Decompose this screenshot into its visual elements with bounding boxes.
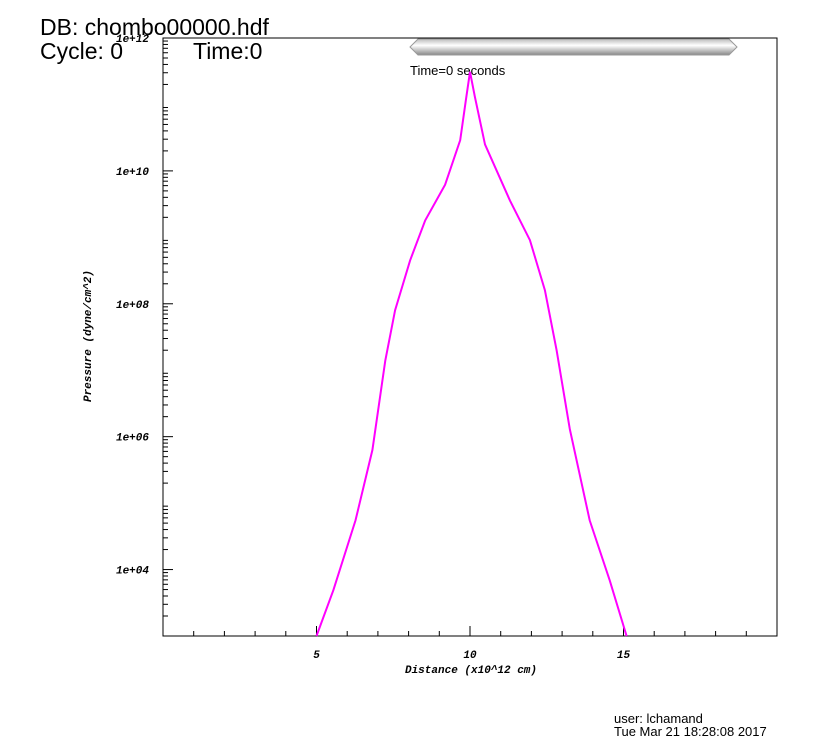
y-tick-label: 1e+10 (116, 167, 149, 179)
y-axis-label: Pressure (dyne/cm^2) (83, 270, 95, 402)
x-tick-label: 15 (617, 650, 631, 662)
y-tick-label: 1e+08 (116, 300, 149, 312)
user: user: lchamand (614, 711, 703, 726)
y-tick-label: 1e+12 (116, 34, 149, 46)
y-tick-label: 1e+06 (116, 433, 149, 445)
time-slider-label: Time=0 seconds (410, 63, 506, 78)
y-tick-label: 1e+04 (116, 566, 149, 578)
cycle: Cycle: 0 (40, 38, 123, 64)
x-tick-label: 5 (313, 650, 320, 662)
database-name: DB: chombo00000.hdf (40, 14, 269, 40)
x-axis-label: Distance (x10^12 cm) (405, 665, 537, 677)
time: Time:0 (193, 38, 262, 64)
line (315, 71, 628, 637)
time-slider (409, 38, 738, 56)
plot-frame (162, 37, 778, 637)
date: Tue Mar 21 18:28:08 2017 (614, 724, 767, 739)
x-tick-label: 10 (463, 650, 477, 662)
